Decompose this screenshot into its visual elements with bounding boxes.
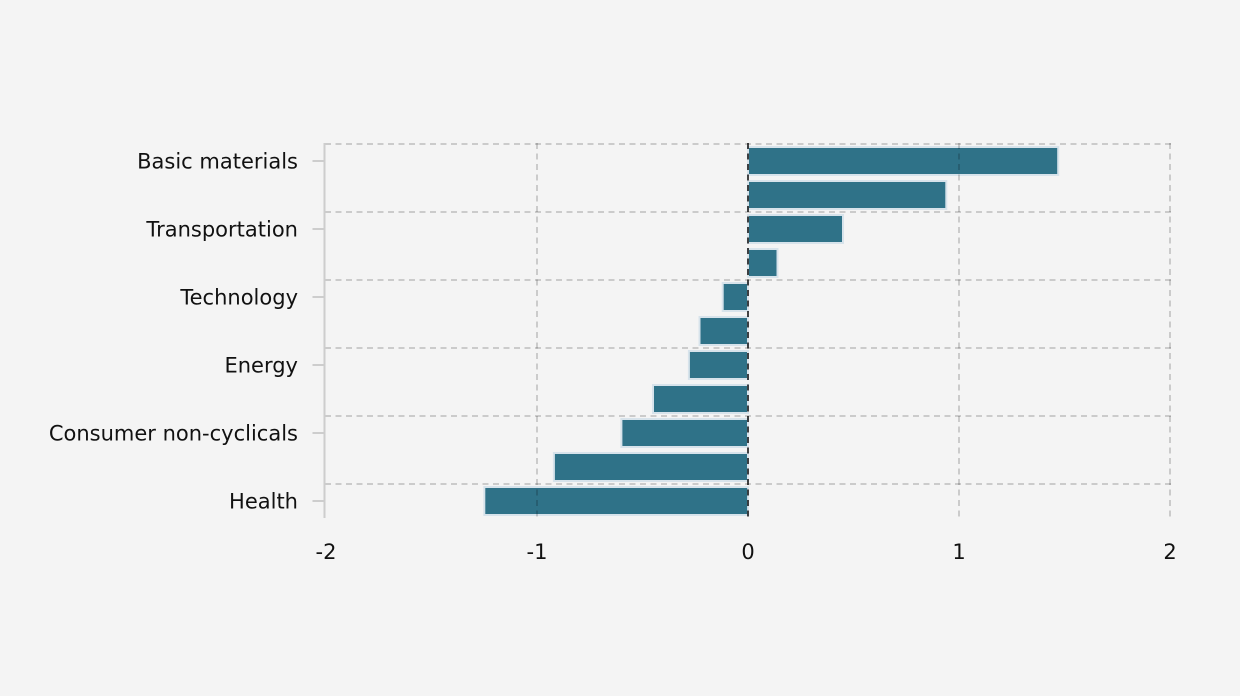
bar-energy [687,350,750,380]
x-tick-label-0: 0 [741,540,754,564]
bar-transportation [747,214,844,244]
bar-consumer-non-cyclicals [620,418,750,448]
x-tick-label-neg2: -2 [316,540,337,564]
y-axis: Basic materials Transportation Technology E… [49,143,326,518]
y-tick-label-basic-materials: Basic materials [137,150,298,174]
bars [483,146,1060,516]
y-tick-label-energy: Energy [224,354,298,378]
bar-2 [747,180,948,210]
bar-10 [552,452,750,482]
y-tick-label-technology: Technology [179,286,298,310]
bar-technology [721,282,750,312]
x-tick-label-1: 1 [952,540,965,564]
x-tick-label-neg1: -1 [527,540,548,564]
y-tick-label-consumer-non-cyclicals: Consumer non-cyclicals [49,422,298,446]
x-tick-label-2: 2 [1163,540,1176,564]
bar-basic-materials [747,146,1060,176]
bar-6 [698,316,749,346]
bar-4 [747,248,779,278]
y-tick-label-health: Health [229,490,298,514]
bar-health [483,486,750,516]
x-axis: -2 -1 0 1 2 [316,540,1177,564]
bar-8 [652,384,749,414]
y-tick-label-transportation: Transportation [145,218,298,242]
